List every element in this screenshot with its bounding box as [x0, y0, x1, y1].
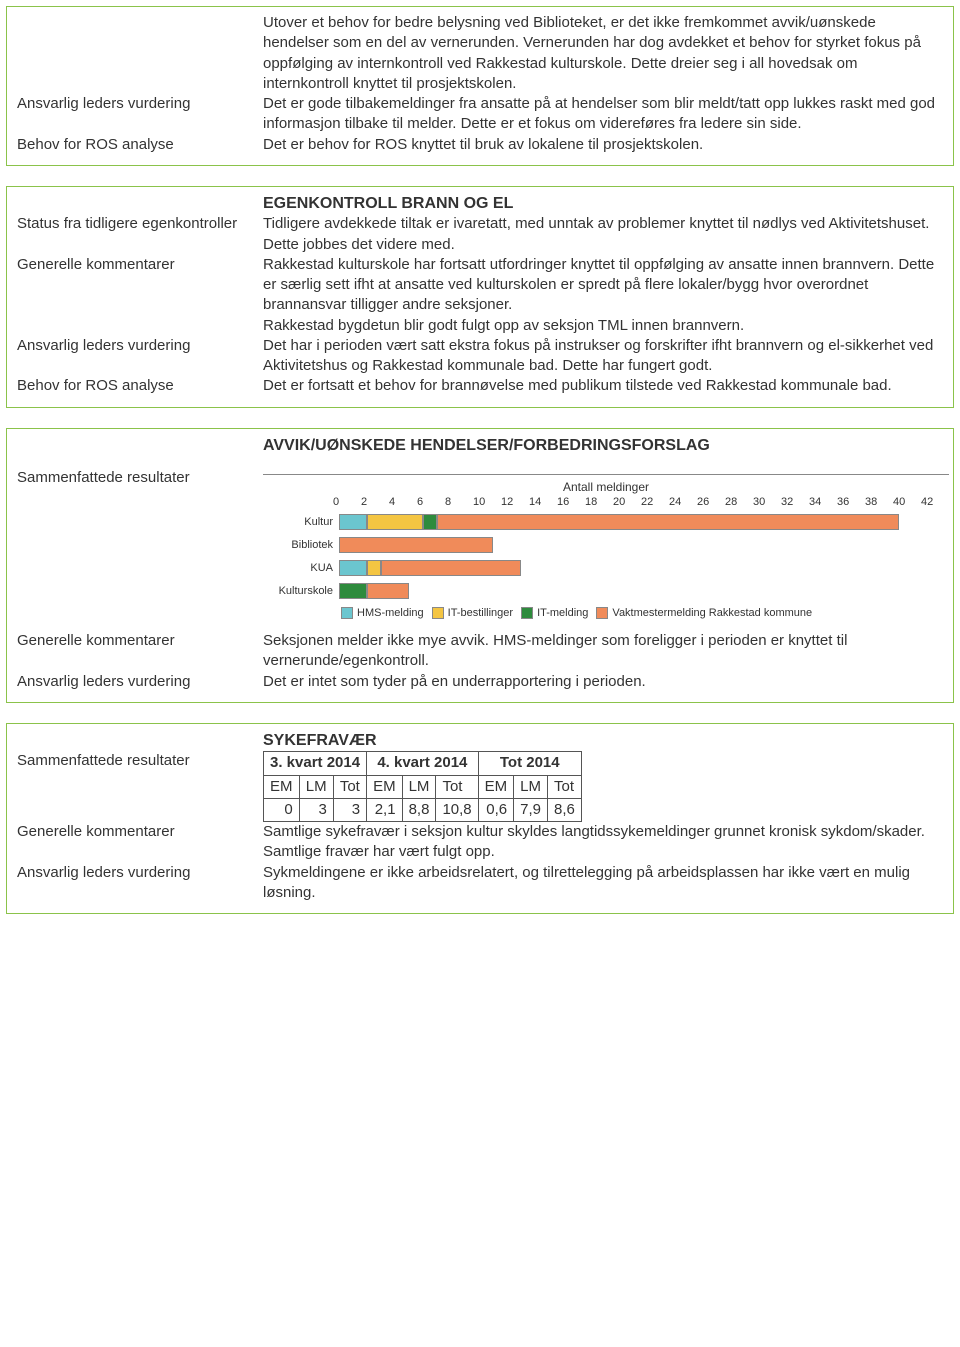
text-ros: Det er behov for ROS knyttet til bruk av…	[263, 135, 943, 155]
table-cell: 3	[333, 798, 366, 821]
text-vurdering: Det er gode tilbakemeldinger fra ansatte…	[263, 94, 943, 135]
table-subheader: Tot	[333, 775, 366, 798]
table-cell: 8,8	[402, 798, 436, 821]
table-cell: 0,6	[478, 798, 514, 821]
label-vurdering: Ansvarlig leders vurdering	[17, 672, 263, 692]
table-subheader: EM	[264, 775, 300, 798]
text-gen: Rakkestad kulturskole har fortsatt utfor…	[263, 255, 943, 336]
table-cell: 2,1	[367, 798, 403, 821]
text-gen: Samtlige sykefravær i seksjon kultur sky…	[263, 822, 943, 863]
table-subheader: LM	[299, 775, 333, 798]
label-gen: Generelle kommentarer	[17, 822, 263, 842]
title-egenkontroll: EGENKONTROLL BRANN OG EL	[263, 193, 943, 215]
text-ros: Det er fortsatt et behov for brannøvelse…	[263, 376, 943, 396]
label-sammenfattede: Sammenfattede resultater	[17, 751, 263, 771]
text-vurdering: Det har i perioden vært satt ekstra foku…	[263, 336, 943, 377]
text-gen: Seksjonen melder ikke mye avvik. HMS-mel…	[263, 631, 943, 672]
chart-bars: Kultur Bibliotek KUA Kulturskole	[263, 511, 949, 602]
chart-category-label: KUA	[263, 561, 339, 576]
table-subheader: LM	[514, 775, 548, 798]
section-vernerunde: Utover et behov for bedre belysning ved …	[6, 6, 954, 166]
table-subheader: Tot	[548, 775, 582, 798]
chart-bar-segment	[339, 514, 367, 530]
chart-category-label: Kultur	[263, 515, 339, 530]
chart-bar-segment	[437, 514, 899, 530]
text-vurdering: Det er intet som tyder på en underrappor…	[263, 672, 943, 692]
label-vurdering: Ansvarlig leders vurdering	[17, 94, 263, 114]
intro-text: Utover et behov for bedre belysning ved …	[263, 13, 943, 94]
table-subheader: Tot	[436, 775, 478, 798]
table-sykefravaer: 3. kvart 20144. kvart 2014Tot 2014 EMLMT…	[263, 751, 582, 822]
section-sykefravaer: SYKEFRAVÆR Sammenfattede resultater 3. k…	[6, 723, 954, 914]
text-vurdering: Sykmeldingene er ikke arbeidsrelatert, o…	[263, 863, 943, 904]
chart-category-label: Bibliotek	[263, 538, 339, 553]
label-status: Status fra tidligere egenkontroller	[17, 214, 263, 234]
chart-bar-segment	[367, 583, 409, 599]
label-ros: Behov for ROS analyse	[17, 376, 263, 396]
chart-bar-segment	[339, 560, 367, 576]
title-avvik: AVVIK/UØNSKEDE HENDELSER/FORBEDRINGSFORS…	[263, 435, 943, 457]
chart-antall-meldinger: Antall meldinger 02468101214161820222426…	[263, 479, 949, 621]
table-subheader: EM	[478, 775, 514, 798]
table-group-header: 3. kvart 2014	[264, 752, 367, 775]
section-egenkontroll: EGENKONTROLL BRANN OG EL Status fra tidl…	[6, 186, 954, 408]
table-cell: 0	[264, 798, 300, 821]
chart-category-label: Kulturskole	[263, 584, 339, 599]
label-vurdering: Ansvarlig leders vurdering	[17, 336, 263, 356]
table-subheader: LM	[402, 775, 436, 798]
table-cell: 10,8	[436, 798, 478, 821]
label-gen: Generelle kommentarer	[17, 255, 263, 275]
table-cell: 3	[299, 798, 333, 821]
divider	[263, 474, 949, 475]
chart-bar-segment	[339, 583, 367, 599]
chart-x-axis: 024681012141618202224262830323436384042	[263, 495, 949, 510]
chart-bar-segment	[367, 560, 381, 576]
chart-bar-segment	[423, 514, 437, 530]
chart-title: Antall meldinger	[263, 479, 949, 495]
chart-bar-segment	[381, 560, 521, 576]
chart-bar-segment	[339, 537, 493, 553]
table-group-header: Tot 2014	[478, 752, 581, 775]
section-avvik: AVVIK/UØNSKEDE HENDELSER/FORBEDRINGSFORS…	[6, 428, 954, 703]
chart-bar-segment	[367, 514, 423, 530]
label-ros: Behov for ROS analyse	[17, 135, 263, 155]
text-status: Tidligere avdekkede tiltak er ivaretatt,…	[263, 214, 943, 255]
label-gen: Generelle kommentarer	[17, 631, 263, 651]
table-cell: 8,6	[548, 798, 582, 821]
table-cell: 7,9	[514, 798, 548, 821]
table-group-header: 4. kvart 2014	[367, 752, 479, 775]
chart-legend: HMS-meldingIT-bestillingerIT-meldingVakt…	[263, 602, 949, 621]
title-sykefravaer: SYKEFRAVÆR	[263, 730, 943, 752]
label-sammenfattede: Sammenfattede resultater	[17, 468, 263, 488]
table-subheader: EM	[367, 775, 403, 798]
label-vurdering: Ansvarlig leders vurdering	[17, 863, 263, 883]
